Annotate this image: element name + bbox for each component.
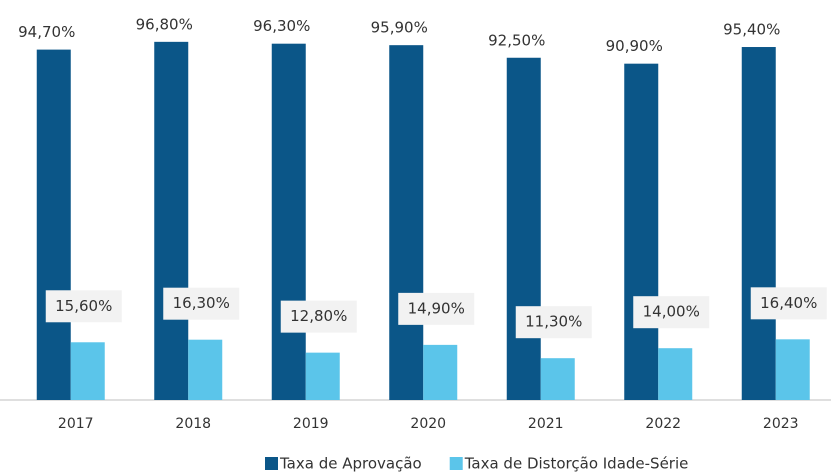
- bar: [423, 344, 458, 400]
- bar: [389, 45, 424, 401]
- x-tick-label: 2020: [410, 416, 446, 432]
- value-label-box: [398, 292, 475, 325]
- value-label-box: [750, 287, 827, 320]
- x-tick-label: 2021: [528, 416, 564, 432]
- x-tick-label: 2023: [763, 416, 799, 432]
- value-label-box: [633, 296, 710, 329]
- bar: [624, 63, 659, 401]
- legend-swatch: [449, 457, 463, 470]
- value-label: 14,00%: [643, 303, 700, 321]
- value-label-box: [45, 290, 122, 323]
- value-label-box: [163, 287, 240, 320]
- value-label: 95,40%: [723, 21, 780, 39]
- value-label: 14,90%: [408, 299, 465, 317]
- value-label: 90,90%: [606, 37, 663, 55]
- bar: [154, 41, 189, 401]
- value-label: 11,30%: [525, 313, 582, 331]
- x-tick-label: 2017: [58, 416, 94, 432]
- value-label: 15,60%: [55, 297, 112, 315]
- bar: [741, 47, 776, 401]
- legend-label: Taxa de Aprovação: [279, 455, 422, 473]
- bar: [188, 339, 223, 400]
- value-label: 96,80%: [136, 15, 193, 33]
- value-label: 95,90%: [371, 19, 428, 37]
- x-tick-label: 2019: [293, 416, 329, 432]
- bar: [305, 352, 340, 400]
- legend-swatch: [265, 457, 278, 470]
- bar: [775, 339, 810, 400]
- value-label: 12,80%: [290, 307, 347, 325]
- value-label: 16,30%: [173, 294, 230, 312]
- value-label: 94,70%: [18, 23, 75, 41]
- value-label-box: [515, 306, 592, 339]
- bar: [70, 342, 105, 400]
- value-label: 96,30%: [253, 17, 310, 35]
- bar: [540, 358, 575, 400]
- value-label: 92,50%: [488, 31, 545, 49]
- bar: [271, 43, 306, 400]
- bar: [36, 49, 71, 401]
- x-tick-label: 2022: [645, 416, 681, 432]
- x-tick-label: 2018: [175, 416, 211, 432]
- legend-label: Taxa de Distorção Idade-Série: [464, 455, 689, 473]
- value-label: 16,40%: [760, 294, 817, 312]
- bar: [506, 57, 541, 400]
- value-label-box: [280, 300, 357, 333]
- bar: [658, 348, 693, 400]
